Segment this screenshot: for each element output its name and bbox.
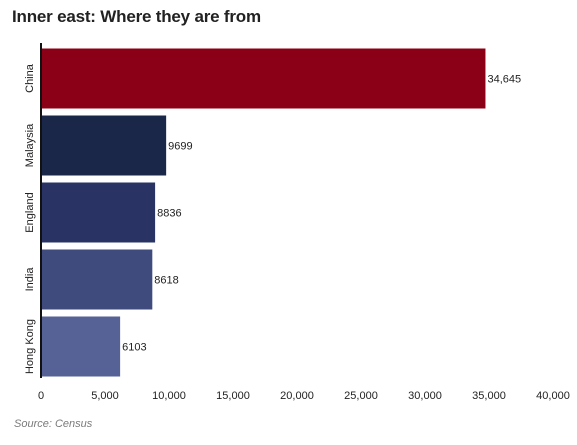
- chart-title: Inner east: Where they are from: [12, 7, 261, 26]
- data-label: 6103: [122, 342, 146, 354]
- x-tick-label: 35,000: [472, 390, 506, 402]
- category-label: Hong Kong: [24, 319, 36, 374]
- category-label: India: [24, 267, 36, 292]
- bar: [42, 182, 156, 243]
- x-tick-label: 0: [38, 390, 44, 402]
- bar: [42, 115, 167, 176]
- data-label: 8836: [157, 208, 181, 220]
- bar: [42, 316, 121, 377]
- bar: [42, 249, 153, 310]
- x-tick-label: 10,000: [152, 390, 186, 402]
- data-label: 34,645: [487, 74, 521, 86]
- x-tick-label: 25,000: [344, 390, 378, 402]
- x-tick-label: 5,000: [91, 390, 119, 402]
- category-label: China: [24, 63, 36, 93]
- data-label: 8618: [154, 275, 178, 287]
- category-label: England: [24, 192, 36, 232]
- x-tick-label: 20,000: [280, 390, 314, 402]
- x-tick-label: 30,000: [408, 390, 442, 402]
- category-label: Malaysia: [24, 123, 36, 167]
- data-label: 9699: [168, 141, 192, 153]
- x-tick-label: 15,000: [216, 390, 250, 402]
- bar: [42, 48, 486, 109]
- source-note: Source: Census: [14, 418, 93, 430]
- x-tick-label: 40,000: [536, 390, 570, 402]
